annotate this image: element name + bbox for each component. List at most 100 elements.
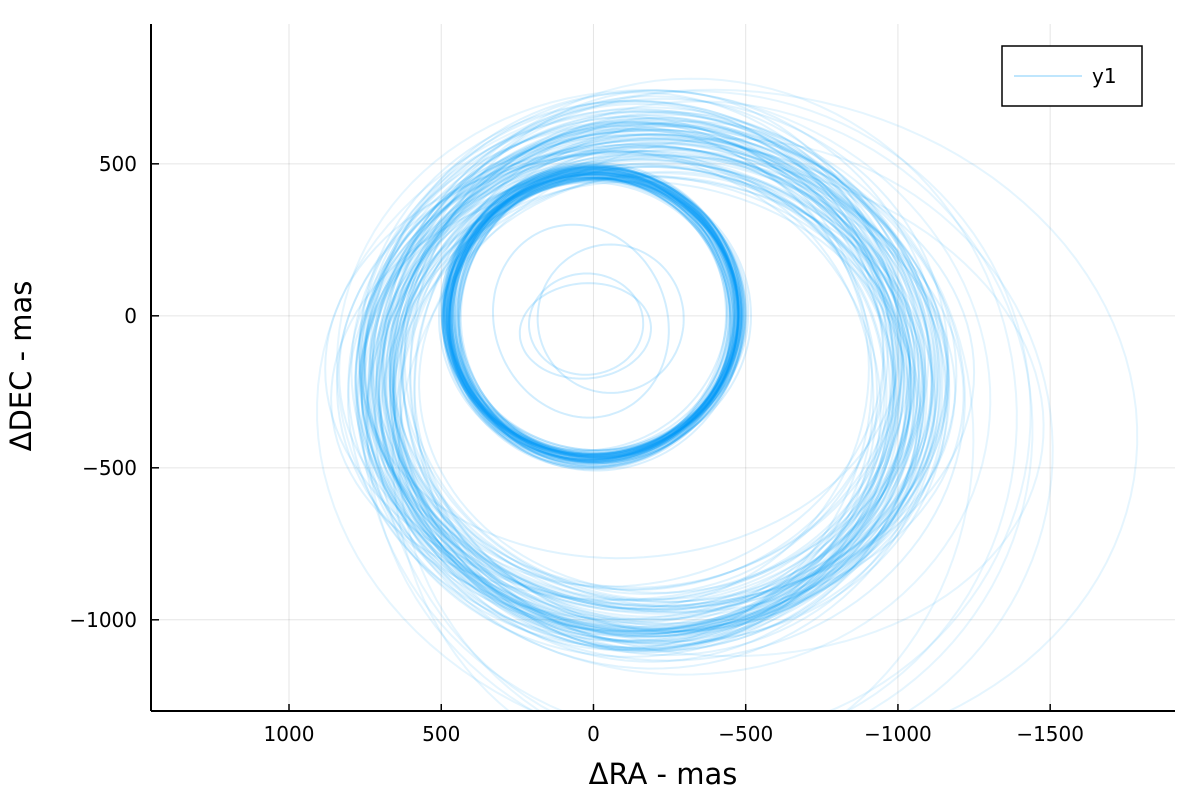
orbit-line [392,113,933,651]
orbit-line [442,166,743,456]
orbit-line [385,138,949,643]
orbit-line [357,129,916,658]
legend-label: y1 [1092,64,1117,88]
orbit-line [392,165,897,601]
orbit-line [441,164,740,462]
orbit-line [448,176,744,465]
orbit-line [448,173,733,468]
orbit-line [536,243,685,394]
orbit-line [391,116,909,650]
orbit-line [381,124,879,652]
orbit-line [443,176,739,461]
orbit-line [362,89,944,670]
orbit-line [389,122,891,654]
orbit-line [459,173,739,460]
orbit-line [372,115,873,651]
orbit-line [403,121,885,595]
orbit-line [363,106,930,613]
orbit-line [446,171,746,459]
orbit-line [457,165,740,459]
orbit-line [360,155,1045,658]
orbit-line [448,166,730,465]
orbit-line [449,166,746,465]
orbit-line [441,166,747,463]
orbit-line [399,157,888,633]
y-tick-label: −500 [82,456,137,480]
orbit-line [375,145,918,635]
orbit-line [393,148,947,646]
orbit-line [454,176,734,460]
orbit-line [395,111,941,657]
orbit-line [444,167,744,459]
ticks: 1000 500 0 −500 −1000 −1500 500 0 −500 −1000 [69,152,1084,746]
orbit-line [357,100,934,636]
orbit-line [364,120,893,628]
orbit-line [448,177,750,455]
orbit-line [445,176,732,463]
orbit-line [380,175,915,642]
orbit-line [442,174,743,458]
orbit-line [347,125,958,635]
orbit-line [388,127,902,638]
orbit-line [444,166,745,458]
orbit-line [450,167,746,464]
orbit-line [448,181,732,453]
orbit-line [335,130,927,621]
orbit-line [362,150,925,613]
orbit-line [362,153,965,614]
orbit-line [392,127,889,591]
orbit-line [378,122,940,644]
orbit-line [371,128,948,611]
orbit-line [360,134,935,615]
orbit-line [442,164,741,471]
orbit-line [399,149,886,601]
orbit-line [448,168,736,463]
orbit-line [388,143,926,608]
orbit-line [413,142,913,630]
orbit-line [458,171,739,463]
orbit-line [456,177,736,458]
orbit-line [440,165,740,455]
orbit-line [338,138,976,607]
orbit-line [375,110,920,643]
orbit-line [335,89,992,676]
orbit-line [450,170,728,463]
orbit-line [384,120,904,650]
orbit-line [391,137,926,627]
orbit-line [437,170,742,465]
orbit-line [390,153,875,642]
orbit-line [445,166,736,457]
orbit-line [445,178,748,456]
orbit-line [492,223,670,419]
orbit-line [441,176,742,463]
orbit-line [385,161,915,606]
orbit-line [358,97,949,635]
orbit-line [452,175,740,452]
orbit-line [366,109,923,652]
orbit-line [350,121,939,633]
orbit-line [383,133,921,631]
legend: y1 [1001,45,1143,107]
orbit-line [457,167,737,466]
orbit-line [358,110,936,612]
orbit-line [458,177,740,457]
legend-box [1001,45,1143,107]
orbit-line [369,151,922,632]
orbit-line [447,171,735,470]
orbit-line [453,165,740,463]
orbit-line [324,152,957,608]
orbit-line [413,116,895,652]
orbit-line [377,174,919,638]
orbit-line [382,127,870,610]
orbit-line [363,108,916,621]
orbit-line [316,88,1139,711]
orbit-line [392,146,901,631]
orbit-line [365,165,908,649]
x-axis-title: ΔRA - mas [589,757,738,791]
orbit-line [367,136,951,621]
orbit-line [448,177,741,455]
orbit-line [399,164,898,638]
orbit-line [377,95,925,663]
orbit-line [442,168,743,457]
